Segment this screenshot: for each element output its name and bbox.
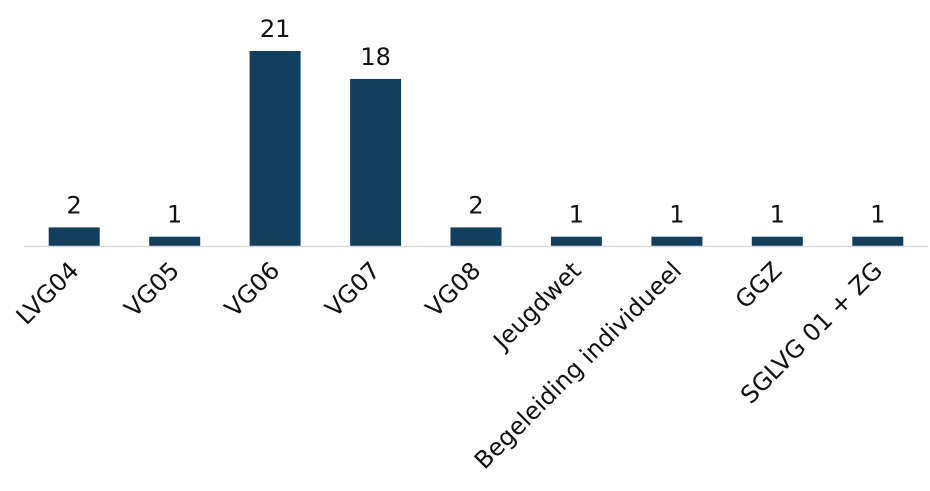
data-label: 2 bbox=[67, 191, 82, 219]
bar-jeugdwet bbox=[550, 236, 602, 246]
data-label: 1 bbox=[770, 201, 785, 229]
data-label: 2 bbox=[468, 191, 483, 219]
x-tick-label: LVG04 bbox=[11, 256, 85, 330]
bar-vg08 bbox=[450, 227, 502, 246]
bar-lvg04 bbox=[48, 227, 100, 246]
bar-vg05 bbox=[149, 236, 201, 246]
bar-begeleiding-individueel bbox=[651, 236, 703, 246]
x-tick-label: Begeleiding individueel bbox=[469, 256, 687, 474]
x-tick-label: VG06 bbox=[219, 256, 285, 322]
x-tick-label: VG07 bbox=[320, 256, 386, 322]
bar-group bbox=[48, 51, 904, 247]
x-tick-label: Jeugdwet bbox=[487, 256, 587, 356]
x-tick-label-group: LVG04 VG05 VG06 VG07 VG08 JeugdwetBegeleiding… bbox=[11, 256, 888, 474]
data-label: 18 bbox=[360, 43, 391, 71]
x-tick-label: VG08 bbox=[420, 256, 486, 322]
data-label: 21 bbox=[260, 15, 291, 43]
bar-vg06 bbox=[249, 51, 301, 246]
data-label: 1 bbox=[870, 201, 885, 229]
data-label: 1 bbox=[167, 201, 182, 229]
x-tick-label: VG05 bbox=[119, 256, 185, 322]
bar-vg07 bbox=[350, 78, 402, 247]
bar-ggz bbox=[751, 236, 803, 246]
bar-sglvg-01-zg bbox=[852, 236, 904, 246]
data-label: 1 bbox=[569, 201, 584, 229]
data-label: 1 bbox=[669, 201, 684, 229]
x-tick-label: GGZ bbox=[730, 256, 788, 314]
